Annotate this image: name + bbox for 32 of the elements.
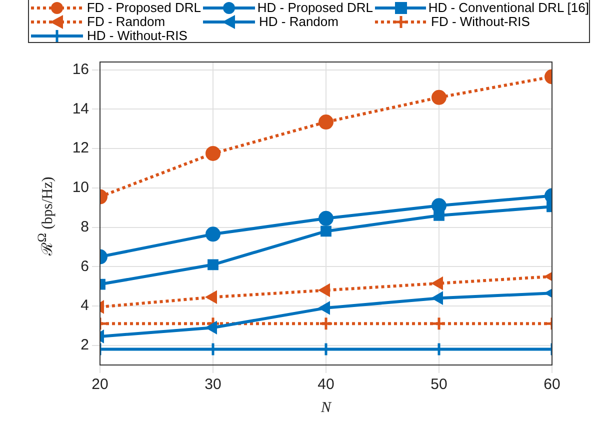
x-tick-label: 30: [204, 376, 222, 394]
y-tick-label: 4: [80, 297, 89, 314]
point: [432, 292, 443, 305]
y-tick-label: 12: [72, 140, 89, 157]
legend-label: FD - Without-RIS: [431, 14, 530, 29]
legend-label: FD - Random: [87, 14, 166, 29]
point: [318, 210, 334, 226]
y-tick-label: 10: [72, 179, 89, 196]
legend-label: HD - Random: [259, 14, 338, 29]
legend-label: HD - Conventional DRL [16]: [428, 0, 589, 15]
x-tick-label: 50: [430, 376, 448, 394]
x-tick-label: 60: [544, 376, 560, 394]
legend-label: HD - Proposed DRL: [257, 0, 373, 15]
y-tick-label: 16: [72, 61, 89, 78]
point: [320, 226, 332, 237]
point: [318, 284, 330, 297]
y-tick-label: 6: [80, 258, 89, 275]
legend-label: HD - Without-RIS: [87, 28, 188, 43]
legend-label: FD - Proposed DRL: [86, 0, 201, 15]
y-tick-label: 8: [80, 218, 89, 236]
y-tick-label: 14: [72, 100, 89, 118]
point: [206, 146, 220, 161]
x-tick-label: 20: [92, 376, 108, 394]
point: [208, 259, 218, 270]
point: [432, 276, 443, 290]
point: [318, 301, 330, 315]
x-axis-title: N: [320, 400, 332, 417]
x-tick-label: 40: [318, 376, 334, 394]
point: [318, 316, 334, 331]
point: [206, 226, 220, 242]
point: [318, 114, 334, 130]
y-tick-label: 2: [80, 336, 89, 354]
